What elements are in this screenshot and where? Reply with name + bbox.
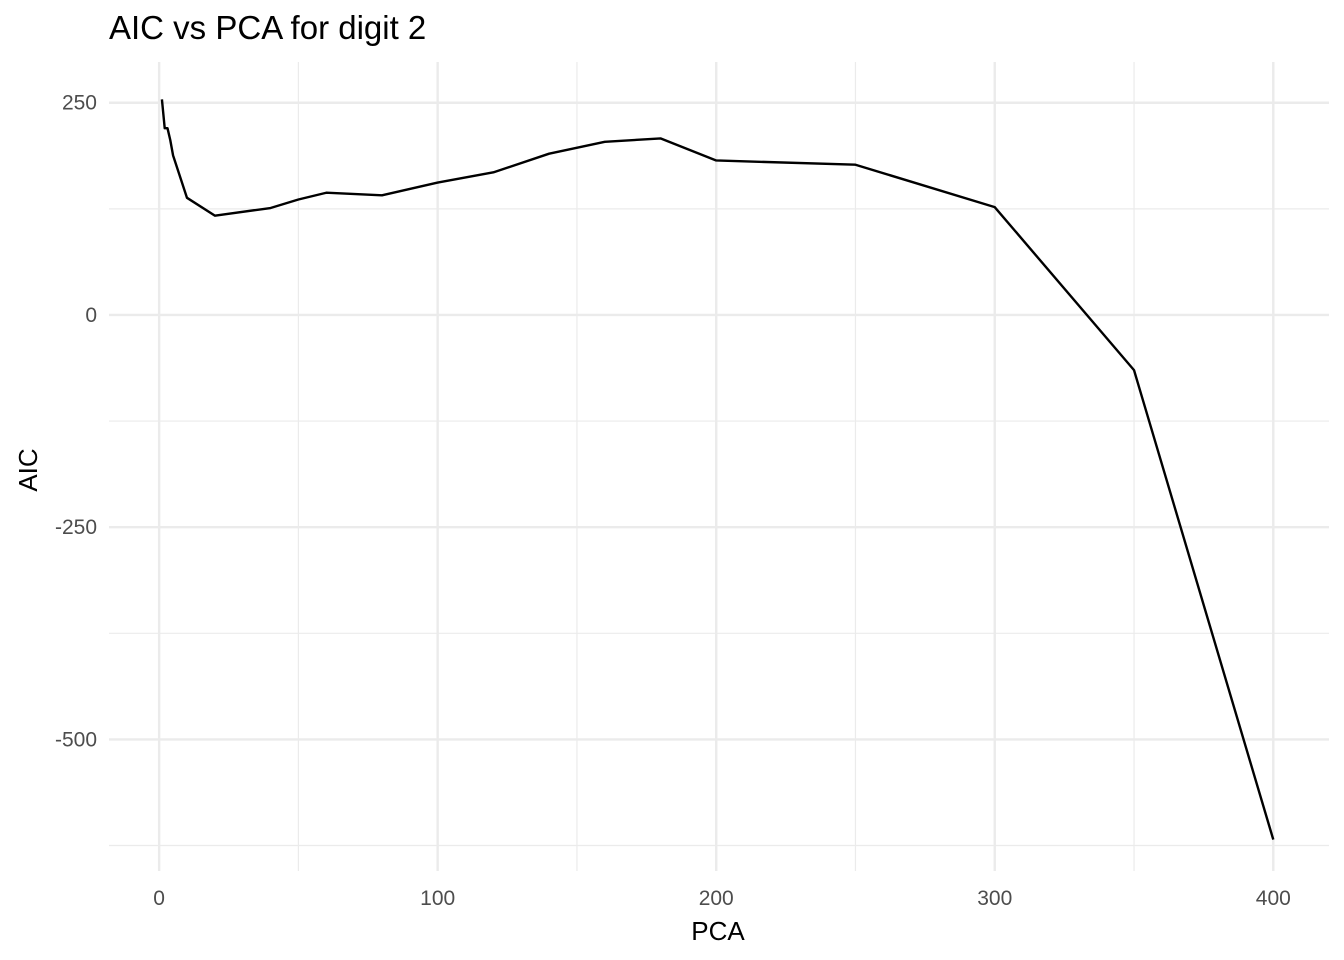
y-axis-title: AIC	[13, 448, 43, 491]
y-tick-label: -250	[55, 516, 97, 539]
x-axis-title: PCA	[691, 916, 745, 946]
y-tick-label: 0	[85, 304, 97, 327]
series-line	[160, 99, 1275, 840]
x-tick-label: 400	[1256, 887, 1291, 910]
y-tick-label: 250	[62, 92, 97, 115]
chart-title: AIC vs PCA for digit 2	[109, 9, 426, 46]
x-tick-label: 0	[153, 887, 165, 910]
x-tick-label: 100	[420, 887, 455, 910]
series-layer	[160, 99, 1275, 840]
y-tick-label: -500	[55, 728, 97, 751]
gridlines	[109, 62, 1329, 871]
data-points	[162, 99, 1273, 839]
y-axis-ticks: 250 0 -250 -500	[55, 92, 97, 752]
x-axis-ticks: 0 100 200 300 400	[153, 887, 1291, 910]
x-tick-label: 300	[977, 887, 1012, 910]
x-tick-label: 200	[699, 887, 734, 910]
